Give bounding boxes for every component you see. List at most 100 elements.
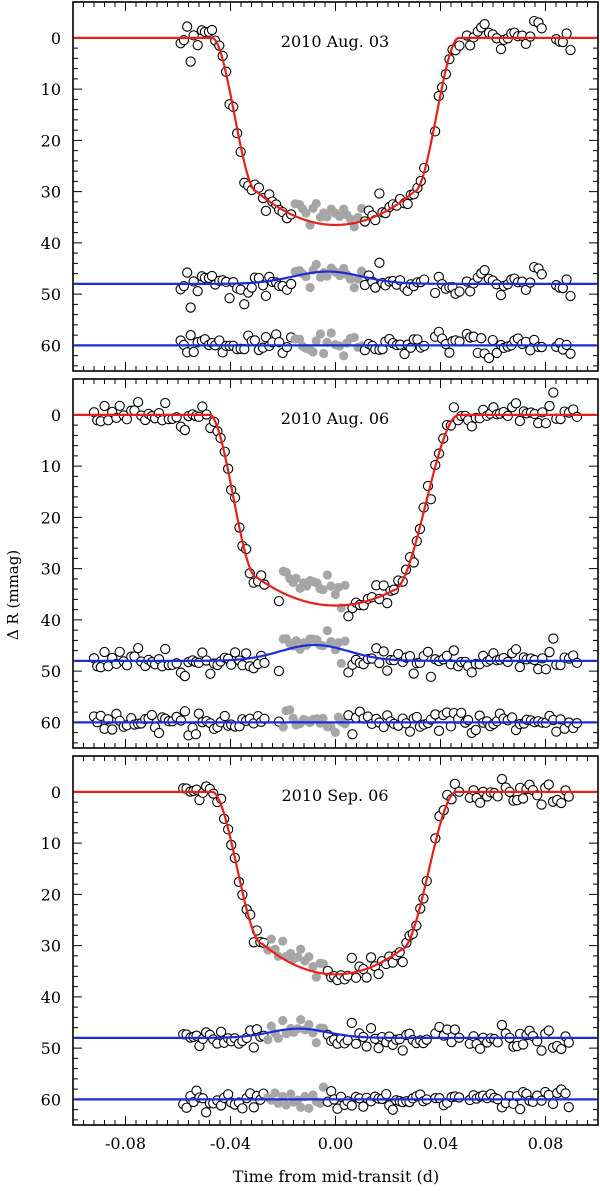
spot-residual-point (311, 259, 321, 270)
y-tick-label: 40 (41, 988, 61, 1007)
spot-light-curve-point (318, 585, 328, 595)
spot-light-curve-point (278, 936, 288, 946)
y-tick-label: 0 (51, 406, 61, 425)
corrected-residual-point (175, 715, 187, 726)
light-curve-point (373, 968, 384, 980)
corrected-residual-point (506, 712, 518, 723)
light-curve-point (197, 401, 208, 412)
light-curve-point (350, 972, 362, 983)
corrected-residual-point (185, 330, 196, 341)
panel-2: 0 10 20 30 40 50 60 2010 Aug. 06 (41, 378, 599, 749)
corrected-residual-point (404, 726, 416, 737)
light-curve-point (160, 397, 171, 409)
light-curve-point (474, 797, 486, 808)
spot-corrected-residual-point (273, 1098, 283, 1108)
residual-point (544, 646, 555, 658)
light-curve-point (540, 418, 552, 429)
y-tick-label: 50 (41, 1039, 61, 1058)
light-curve-point (273, 595, 285, 607)
residual-point (510, 644, 522, 655)
light-curve-point (397, 956, 408, 968)
corrected-residual-point (514, 1104, 526, 1115)
residual-point (421, 1034, 432, 1045)
light-curve-point (548, 387, 559, 398)
residual-point (429, 287, 441, 299)
y-tick-label: 30 (41, 937, 61, 956)
corrected-residual-point (107, 724, 118, 735)
y-tick-label: 20 (41, 885, 61, 904)
light-curve-point (206, 24, 218, 36)
residual-point (182, 267, 193, 278)
corrected-residual-point (347, 729, 358, 740)
spot-residual-point (291, 636, 301, 646)
spot-light-curve-point (266, 934, 276, 944)
spot-residual-point (322, 626, 332, 636)
residual-point (99, 646, 110, 658)
x-tick-label: -0.08 (105, 1134, 146, 1153)
spot-light-curve-point (293, 952, 303, 962)
light-curve-point (449, 778, 461, 789)
panel-title: 2010 Aug. 03 (281, 32, 389, 51)
spot-light-curve-point (308, 961, 318, 972)
corrected-residual-point (487, 334, 498, 346)
spot-residual-point (326, 636, 336, 647)
residual-point (160, 643, 171, 655)
plot-frame (72, 755, 599, 1126)
residual-point (525, 277, 536, 288)
spot-corrected-residual-point (349, 332, 359, 342)
spot-light-curve-point (349, 222, 359, 232)
y-tick-label: 20 (41, 508, 61, 527)
light-curve-point (448, 402, 460, 413)
transit-model-line (74, 790, 597, 976)
light-curve-point (492, 791, 503, 802)
y-tick-label: 60 (41, 713, 61, 732)
spot-model-line (74, 270, 597, 285)
y-tick-label: 10 (41, 834, 61, 853)
spot-light-curve-point (296, 944, 306, 954)
residual-point (496, 1019, 508, 1031)
corrected-residual-point (560, 1088, 571, 1099)
spot-corrected-residual-point (296, 1102, 306, 1112)
panel-1: 0 10 20 30 40 50 60 2010 Aug. 03 (41, 1, 599, 372)
spot-light-curve-point (330, 589, 340, 600)
residual-point (259, 657, 270, 669)
residual-point (241, 648, 252, 659)
spot-light-curve-point (326, 581, 336, 591)
residual-point (404, 650, 416, 662)
corrected-residual-point (547, 1098, 559, 1110)
corrected-residual-point (181, 1102, 192, 1113)
light-curve-point (563, 791, 574, 802)
light-curve-point (561, 28, 572, 39)
plot-frame (72, 1, 599, 372)
light-curve-point (260, 205, 272, 217)
spot-light-curve-point (311, 972, 321, 982)
residual-point (239, 299, 250, 310)
residual-point (197, 647, 208, 658)
light-curve-point (517, 793, 529, 804)
corrected-residual-point (358, 1101, 369, 1112)
light-curve-point (382, 598, 393, 609)
light-curve-point (525, 31, 536, 42)
corrected-residual-point (491, 347, 502, 359)
corrected-residual-point (179, 706, 191, 717)
spot-light-curve-point (304, 952, 314, 962)
spot-corrected-residual-point (330, 727, 340, 737)
residual-point (273, 665, 285, 677)
x-axis-label: Time from mid-transit (d) (233, 1167, 439, 1186)
residual-point (466, 667, 477, 678)
y-tick-label: 50 (41, 285, 61, 304)
corrected-residual-point (190, 729, 202, 740)
residual-point (449, 1024, 461, 1035)
x-tick-label: 0.08 (528, 1134, 564, 1153)
spot-corrected-residual-point (318, 1082, 328, 1092)
spot-residual-point (304, 1019, 314, 1030)
residual-point (425, 671, 437, 682)
residual-point (346, 1017, 357, 1029)
y-axis-label: Δ R (mmag) (4, 550, 22, 640)
residual-point (495, 289, 507, 301)
spot-residual-point (263, 1035, 273, 1045)
light-curve-point (510, 398, 522, 409)
residual-point (350, 1038, 362, 1049)
spot-residual-point (311, 1038, 321, 1048)
residual-point (492, 1037, 503, 1048)
